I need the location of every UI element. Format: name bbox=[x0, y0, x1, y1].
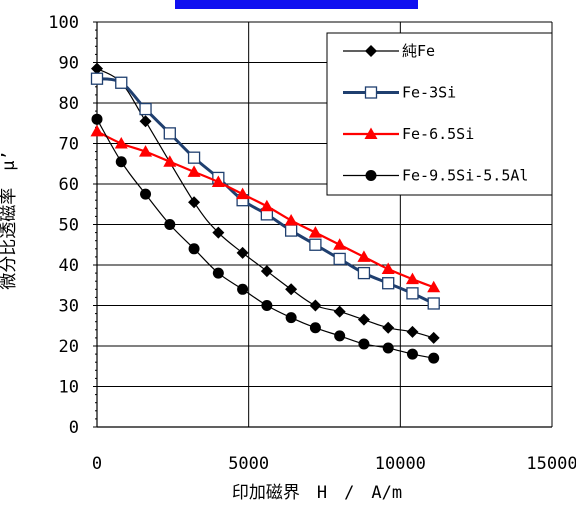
data-point bbox=[91, 113, 103, 125]
legend-marker bbox=[364, 86, 378, 99]
data-point bbox=[139, 145, 153, 157]
y-tick-label: 0 bbox=[69, 418, 79, 438]
data-point bbox=[382, 321, 395, 334]
data-point bbox=[163, 127, 176, 140]
y-axis-title: 微分比透磁率 μ’ bbox=[0, 150, 19, 289]
legend-label: 純Fe bbox=[402, 42, 435, 60]
data-point bbox=[427, 280, 441, 293]
legend-marker bbox=[365, 45, 377, 57]
data-point bbox=[140, 188, 152, 200]
data-point bbox=[405, 272, 419, 285]
x-tick-label: 10000 bbox=[375, 454, 426, 474]
data-point bbox=[260, 265, 273, 278]
legend-label: Fe-6.5Si bbox=[402, 125, 474, 143]
x-tick-label: 5000 bbox=[228, 454, 269, 474]
data-point bbox=[236, 187, 250, 200]
data-point bbox=[357, 266, 371, 280]
legend-box bbox=[326, 32, 553, 196]
legend: 純Fe Fe-3Si Fe-6.5Si Fe-9.5Si-5.5Al bbox=[326, 32, 553, 196]
data-point bbox=[382, 277, 395, 290]
x-axis-title: 印加磁界 H / A/m bbox=[232, 483, 402, 503]
data-point bbox=[91, 62, 103, 75]
data-point bbox=[406, 325, 419, 338]
data-point bbox=[237, 283, 249, 295]
data-point bbox=[261, 300, 273, 311]
header-bar bbox=[175, 0, 418, 9]
x-tick-label: 15000 bbox=[526, 454, 576, 474]
y-tick-label: 10 bbox=[59, 378, 79, 398]
data-point bbox=[309, 238, 322, 251]
data-point bbox=[284, 224, 298, 237]
data-series bbox=[90, 62, 441, 364]
data-point bbox=[164, 219, 176, 230]
legend-label: Fe-9.5Si-5.5Al bbox=[402, 167, 528, 185]
data-point bbox=[139, 115, 152, 128]
data-point bbox=[188, 243, 200, 255]
data-point bbox=[90, 72, 104, 85]
data-point bbox=[188, 196, 201, 209]
data-point bbox=[212, 226, 225, 239]
data-point bbox=[187, 151, 201, 164]
axes bbox=[93, 21, 552, 428]
y-tick-label: 20 bbox=[59, 337, 79, 357]
x-tick-labels: 0 5000 10000 15000 bbox=[92, 454, 576, 474]
data-point bbox=[284, 213, 298, 226]
y-tick-labels: 0 10 20 30 40 50 60 70 80 90 100 bbox=[48, 13, 79, 438]
data-point bbox=[212, 267, 224, 279]
data-point bbox=[309, 322, 321, 334]
data-point bbox=[114, 137, 128, 149]
data-point bbox=[115, 156, 127, 168]
legend-label: Fe-3Si bbox=[402, 84, 456, 102]
x-tick-label: 0 bbox=[92, 454, 102, 474]
y-tick-label: 80 bbox=[59, 94, 79, 114]
y-tick-label: 40 bbox=[59, 256, 79, 276]
y-tick-label: 70 bbox=[59, 135, 79, 155]
data-point bbox=[406, 348, 418, 360]
data-point bbox=[333, 252, 346, 266]
data-point bbox=[427, 297, 440, 310]
y-tick-label: 30 bbox=[59, 297, 79, 317]
data-point bbox=[115, 76, 128, 89]
data-point bbox=[308, 226, 322, 238]
data-point bbox=[139, 102, 152, 116]
data-point bbox=[333, 238, 347, 250]
y-tick-label: 50 bbox=[59, 216, 79, 236]
legend-marker bbox=[365, 170, 377, 181]
data-point bbox=[211, 175, 225, 187]
data-point bbox=[406, 287, 419, 300]
data-point bbox=[427, 331, 440, 344]
data-point bbox=[334, 330, 346, 342]
series-2 bbox=[90, 124, 441, 293]
data-point bbox=[285, 312, 297, 324]
data-point bbox=[381, 262, 395, 275]
data-point bbox=[382, 342, 394, 354]
data-point bbox=[333, 305, 346, 318]
data-point bbox=[187, 165, 201, 177]
data-point bbox=[357, 250, 371, 262]
y-tick-label: 90 bbox=[59, 54, 79, 74]
data-point bbox=[428, 352, 440, 364]
data-point bbox=[90, 124, 104, 137]
series-3 bbox=[91, 113, 440, 364]
y-tick-label: 100 bbox=[48, 13, 79, 33]
data-point bbox=[285, 283, 298, 296]
legend-marker bbox=[364, 127, 378, 139]
data-point bbox=[260, 199, 274, 212]
data-point bbox=[236, 246, 249, 259]
y-tick-label: 60 bbox=[59, 175, 79, 195]
data-point bbox=[357, 313, 370, 326]
data-point bbox=[309, 299, 322, 312]
data-point bbox=[163, 155, 177, 167]
data-point bbox=[358, 338, 370, 350]
